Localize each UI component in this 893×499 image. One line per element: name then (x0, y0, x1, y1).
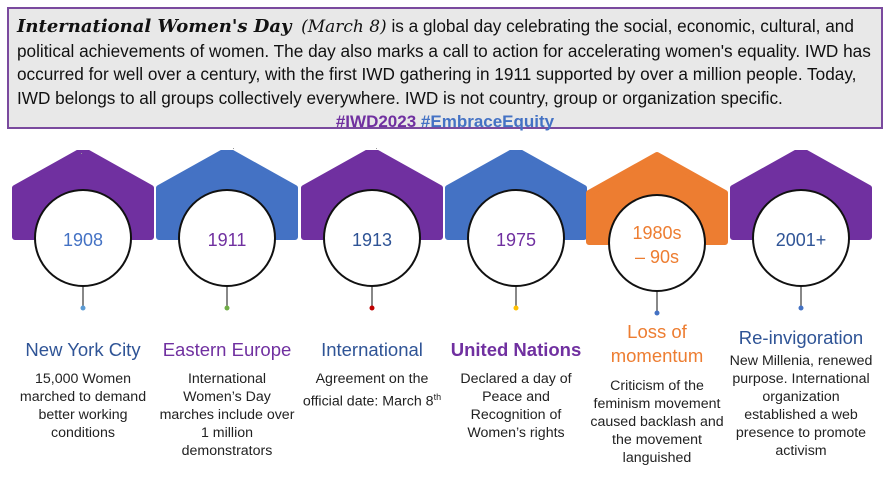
description-text: Declared a day of Peace and Recognition … (460, 371, 572, 441)
milestone-2: 1913 International Agreement on the offici… (300, 150, 444, 499)
marker-dot (80, 305, 86, 311)
hashtags: #IWD2023 #EmbraceEquity (17, 110, 873, 134)
marker-dot (513, 305, 519, 311)
description-text: International Women’s Day marches includ… (159, 371, 295, 459)
milestone-5: 2001+ Re-invigoration New Millenia, renewe… (729, 150, 873, 499)
year-label: 1975 (466, 190, 566, 290)
milestone-marker (156, 150, 298, 311)
year-label: 1913 (322, 190, 422, 290)
year-text: 1913 (351, 230, 393, 250)
event-name: International Women's Day (17, 16, 292, 37)
milestone-description: 15,000 Women marched to demand better wo… (13, 370, 153, 442)
milestone-1: 1911 Eastern Europe International Women’s … (155, 150, 299, 499)
year-text: 1908 (62, 230, 104, 250)
milestone-description: Declared a day of Peace and Recognition … (446, 370, 586, 442)
milestone-marker (445, 150, 587, 311)
description-text: Criticism of the feminism movement cause… (590, 378, 724, 466)
milestone-marker (730, 150, 872, 311)
milestone-marker (12, 150, 154, 311)
year-text: 1975 (495, 230, 537, 250)
milestone-marker (586, 152, 728, 316)
year-text: 2001+ (775, 230, 827, 250)
marker-dot (654, 310, 660, 316)
milestone-marker (301, 150, 443, 311)
marker-dot (798, 305, 804, 311)
milestone-title: Loss of momentum (610, 321, 704, 366)
milestone-title: New York City (25, 339, 141, 360)
event-date: (March 8) (301, 17, 387, 37)
hashtag-embraceequity: #EmbraceEquity (420, 112, 555, 131)
milestone-0: 1908 New York City 15,000 Women marched to… (11, 150, 155, 499)
description-text: Agreement on the official date: March 8 (302, 371, 434, 410)
milestone-title: United Nations (450, 339, 582, 360)
year-label: 1911 (177, 190, 277, 290)
year-label: 1980s – 90s (607, 195, 707, 295)
description-text: 15,000 Women marched to demand better wo… (19, 371, 147, 441)
speck (81, 153, 82, 154)
milestone-3: 1975 United Nations Declared a day of Peac… (444, 150, 588, 499)
year-text: 1911 (207, 230, 247, 250)
year-label: 2001+ (751, 190, 851, 290)
intro-box: International Women's Day (March 8) is a… (7, 7, 883, 131)
milestone-title: International (321, 339, 423, 360)
marker-dot (369, 305, 375, 311)
intro-paragraph: International Women's Day (March 8) is a… (17, 15, 873, 110)
speck (376, 148, 377, 149)
milestone-description: Agreement on the official date: March 8t… (300, 370, 444, 411)
hashtag-iwd2023: #IWD2023 (335, 112, 417, 131)
description-text: New Millenia, renewed purpose. Internati… (729, 353, 873, 459)
intro-text: is a global day celebrating the social, … (17, 16, 871, 108)
milestone-description: New Millenia, renewed purpose. Internati… (727, 352, 875, 460)
milestone-description: Criticism of the feminism movement cause… (583, 377, 731, 467)
marker-dot (224, 305, 230, 311)
ordinal-suffix: th (433, 392, 442, 402)
milestone-4: 1980s – 90s Loss of momentum Criticism of … (585, 150, 729, 499)
year-label: 1908 (33, 190, 133, 290)
year-text: 1980s – 90s (632, 223, 682, 267)
milestone-title: Eastern Europe (162, 339, 292, 360)
milestone-title: Re-invigoration (738, 327, 864, 348)
milestone-description: International Women’s Day marches includ… (157, 370, 297, 460)
speck (233, 148, 234, 149)
